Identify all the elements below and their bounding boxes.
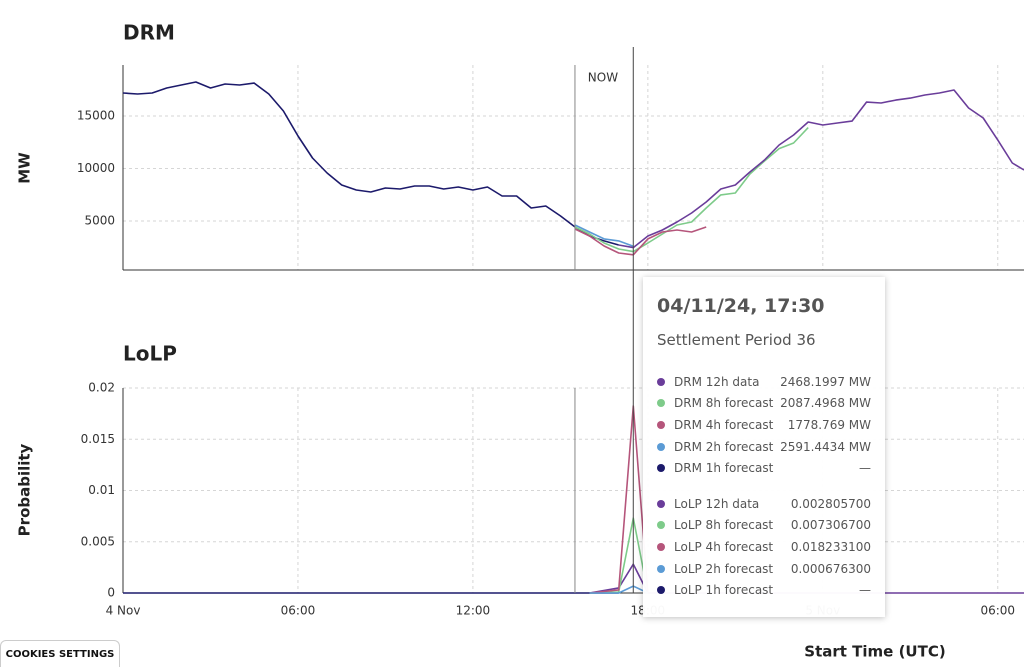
y-tick-label: 0 <box>107 586 115 600</box>
series-name: DRM 8h forecast <box>674 396 774 411</box>
tooltip-row: DRM 8h forecast 2087.4968 MW <box>657 393 871 415</box>
series-name: DRM 4h forecast <box>674 417 774 432</box>
chart-title: LoLP <box>123 342 177 366</box>
series-dot <box>657 499 665 508</box>
series-dot <box>657 521 665 530</box>
series-value: 2087.4968 MW <box>780 396 871 411</box>
series-name: LoLP 1h forecast <box>674 583 774 598</box>
tooltip-row: DRM 2h forecast 2591.4434 MW <box>657 436 871 458</box>
series-dot <box>657 442 665 451</box>
data-line <box>574 226 707 256</box>
y-tick-label: 15000 <box>77 109 115 123</box>
series-value: — <box>859 583 871 598</box>
series-name: LoLP 2h forecast <box>674 561 774 576</box>
tooltip-row: DRM 4h forecast 1778.769 MW <box>657 414 871 436</box>
series-name: DRM 12h data <box>674 374 760 389</box>
y-tick-label: 0.015 <box>81 432 115 446</box>
series-dot <box>657 542 665 551</box>
data-line <box>574 224 634 248</box>
y-axis-title: Probability <box>16 443 34 536</box>
series-dot <box>657 564 665 573</box>
series-value: 1778.769 MW <box>787 417 871 432</box>
series-dot <box>657 399 665 408</box>
series-value: — <box>859 461 871 476</box>
tooltip-title: 04/11/24, 17:30 <box>657 295 825 317</box>
tooltip-row: DRM 1h forecast — <box>657 457 871 479</box>
series-value: 2591.4434 MW <box>780 439 871 454</box>
tooltip-gap <box>657 479 871 493</box>
x-axis-title: Start Time (UTC) <box>804 643 945 661</box>
tooltip-row: LoLP 2h forecast 0.000676300 <box>657 558 871 580</box>
series-name: DRM 1h forecast <box>674 461 774 476</box>
tooltip: 04/11/24, 17:30 Settlement Period 36 DRM… <box>643 277 885 617</box>
series-value: 2468.1997 MW <box>780 374 871 389</box>
data-line <box>618 89 1024 249</box>
data-line <box>589 405 649 594</box>
tooltip-rows: DRM 12h data 2468.1997 MW DRM 8h forecast 2… <box>657 371 871 601</box>
tooltip-row: DRM 12h data 2468.1997 MW <box>657 371 871 393</box>
series-dot <box>657 420 665 429</box>
data-line <box>122 81 619 246</box>
chart-title: DRM <box>123 21 175 45</box>
tooltip-row: LoLP 1h forecast — <box>657 579 871 601</box>
series-value: 0.002805700 <box>790 496 871 511</box>
series-dot <box>657 464 665 473</box>
series-value: 0.000676300 <box>790 561 871 576</box>
cookies-button[interactable]: COOKIES SETTINGS <box>0 640 120 667</box>
series-name: DRM 2h forecast <box>674 439 774 454</box>
x-tick-label: 06:00 <box>281 604 316 618</box>
y-tick-label: 10000 <box>77 161 115 175</box>
series-dot <box>657 377 665 386</box>
x-tick-label: 12:00 <box>456 604 491 618</box>
y-axis-title: MW <box>16 152 34 184</box>
y-tick-label: 0.005 <box>81 534 115 548</box>
tooltip-row: LoLP 8h forecast 0.007306700 <box>657 515 871 537</box>
series-name: LoLP 4h forecast <box>674 539 774 554</box>
tooltip-subtitle: Settlement Period 36 <box>657 331 816 349</box>
x-tick-label: 06:00 <box>980 604 1015 618</box>
data-line <box>574 127 809 253</box>
series-name: LoLP 12h data <box>674 496 760 511</box>
data-line <box>589 585 649 594</box>
tooltip-row: LoLP 4h forecast 0.018233100 <box>657 536 871 558</box>
series-value: 0.007306700 <box>790 518 871 533</box>
series-value: 0.018233100 <box>790 539 871 554</box>
y-tick-label: 0.02 <box>88 381 115 395</box>
tooltip-row: LoLP 12h data 0.002805700 <box>657 493 871 515</box>
now-label: NOW <box>588 71 618 85</box>
series-dot <box>657 586 665 595</box>
series-name: LoLP 8h forecast <box>674 518 774 533</box>
y-tick-label: 5000 <box>84 213 115 227</box>
y-tick-label: 0.01 <box>88 483 115 497</box>
x-tick-label: 4 Nov <box>106 604 141 618</box>
